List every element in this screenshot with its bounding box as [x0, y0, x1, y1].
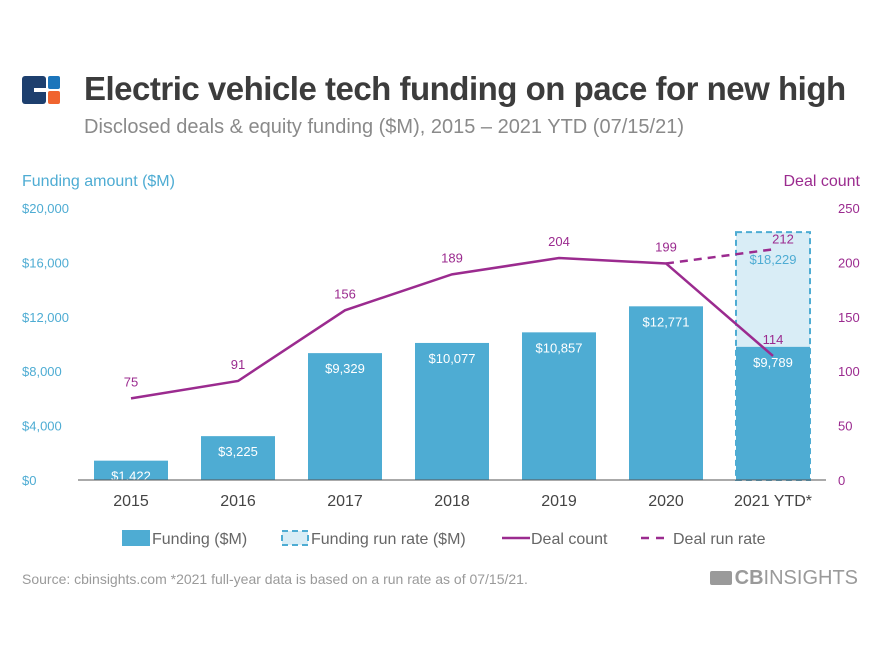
legend-label-funding: Funding ($M) — [152, 531, 247, 548]
legend-swatch-runrate — [281, 530, 309, 546]
x-axis-tick: 2019 — [541, 493, 577, 510]
funding-bar-label: $10,857 — [536, 340, 583, 355]
left-axis-tick: $20,000 — [22, 201, 69, 216]
x-axis-tick: 2021 YTD* — [734, 493, 812, 510]
deal-count-label: 204 — [548, 234, 570, 249]
deal-count-label: 114 — [763, 332, 784, 347]
deal-run-rate-line — [665, 248, 774, 265]
funding-bar-label: $10,077 — [429, 351, 476, 366]
x-axis-tick: 2017 — [327, 493, 363, 510]
funding-bar-label: $9,329 — [325, 361, 365, 376]
funding-bar-label: $9,789 — [753, 355, 793, 370]
source-note: Source: cbinsights.com *2021 full-year d… — [22, 571, 528, 587]
right-axis-tick: 150 — [838, 310, 860, 325]
deal-run-rate-label: 212 — [772, 231, 794, 246]
right-axis-tick: 250 — [838, 201, 860, 216]
legend-swatch-funding — [122, 530, 150, 546]
brand-rest: INSIGHTS — [763, 567, 858, 589]
right-axis-tick: 200 — [838, 255, 860, 270]
funding-bar — [308, 353, 382, 480]
deal-count-label: 91 — [231, 357, 245, 372]
brand-wordmark: CBINSIGHTS — [709, 567, 858, 590]
right-axis-tick: 100 — [838, 364, 860, 379]
legend-label-deal-run-rate: Deal run rate — [673, 531, 766, 548]
cb-insights-logo — [22, 76, 60, 109]
funding-bar — [629, 306, 703, 480]
x-axis-tick: 2016 — [220, 493, 256, 510]
left-axis-label: Funding amount ($M) — [22, 173, 175, 190]
deal-count-label: 156 — [334, 286, 356, 301]
funding-bar — [736, 346, 810, 480]
left-axis-tick: $8,000 — [22, 364, 62, 379]
x-axis-tick: 2018 — [434, 493, 470, 510]
right-axis-label: Deal count — [784, 173, 861, 190]
left-axis-tick: $12,000 — [22, 310, 69, 325]
brand-bold: CB — [734, 567, 764, 589]
left-axis-tick: $0 — [22, 473, 36, 488]
legend-label-runrate: Funding run rate ($M) — [311, 531, 466, 548]
chart-title: Electric vehicle tech funding on pace fo… — [84, 70, 846, 107]
x-axis-tick: 2015 — [113, 493, 149, 510]
runrate-bar-label: $18,229 — [750, 252, 797, 267]
funding-bar — [94, 460, 168, 480]
deal-count-label: 199 — [655, 239, 677, 254]
chart: Funding amount ($M) Deal count $0 $4,000 $… — [22, 173, 861, 548]
deal-count-label: 189 — [441, 250, 463, 265]
funding-bar-label: $12,771 — [643, 314, 690, 329]
deal-count-label: 75 — [124, 374, 138, 389]
funding-bar — [522, 332, 596, 480]
right-axis-tick: 0 — [838, 473, 845, 488]
funding-bar — [415, 342, 489, 480]
funding-bar-label: $3,225 — [218, 444, 258, 459]
funding-bar-label: $1,422 — [111, 469, 151, 484]
right-axis-tick: 50 — [838, 419, 852, 434]
left-axis-tick: $4,000 — [22, 419, 62, 434]
legend-label-deal-count: Deal count — [531, 531, 608, 548]
funding-bar — [201, 436, 275, 480]
chart-subtitle: Disclosed deals & equity funding ($M), 2… — [84, 116, 684, 138]
x-axis-tick: 2020 — [648, 493, 684, 510]
left-axis-tick: $16,000 — [22, 255, 69, 270]
